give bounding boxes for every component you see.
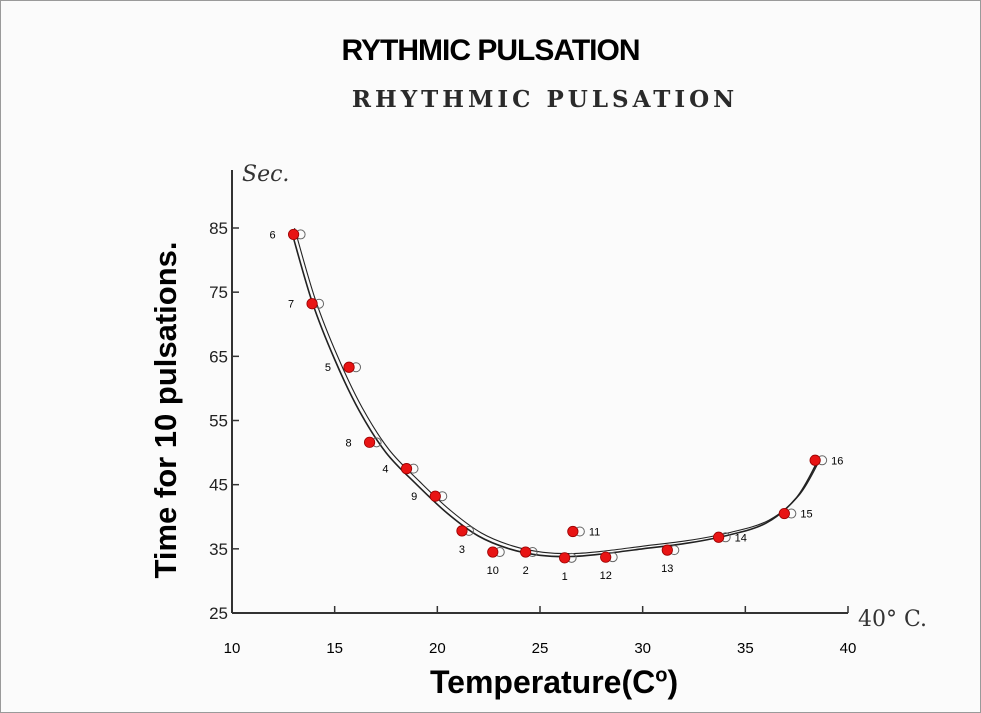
data-point-16 <box>809 454 821 466</box>
data-point-4 <box>400 463 413 475</box>
chart-title: RYTHMIC PULSATION <box>341 34 641 67</box>
y-tick-label: 35 <box>209 540 228 559</box>
chart-subtitle: RHYTHMIC PULSATION <box>351 86 739 113</box>
point-label-11: 11 <box>589 527 600 539</box>
y-axis-label: Time for 10 pulsations. <box>148 241 183 579</box>
point-label-1: 1 <box>562 571 568 583</box>
data-points <box>287 228 828 564</box>
axes <box>231 170 849 614</box>
point-label-3: 3 <box>459 544 465 556</box>
data-point-13 <box>661 544 673 556</box>
point-label-6: 6 <box>269 229 275 241</box>
fitted-curve-2 <box>293 228 821 555</box>
data-point-6 <box>287 228 300 241</box>
y-tick-label: 45 <box>209 476 228 495</box>
y-tick-label: 65 <box>209 347 228 366</box>
x-unit-label: 40° C. <box>858 607 928 632</box>
x-axis-label-close: ) <box>667 664 679 700</box>
data-point-11 <box>567 525 579 538</box>
y-tick-label: 85 <box>209 219 228 238</box>
y-tick-label: 75 <box>209 283 228 302</box>
x-tick-label: 10 <box>224 640 241 657</box>
y-unit-label: Sec. <box>242 162 290 187</box>
x-tick-label: 40 <box>840 640 857 657</box>
point-label-10: 10 <box>487 565 499 577</box>
x-tick-label: 20 <box>429 640 446 657</box>
data-point-2 <box>520 546 532 558</box>
x-tick-label: 15 <box>326 640 343 657</box>
point-label-16: 16 <box>831 455 843 467</box>
data-point-1 <box>559 552 571 564</box>
point-label-7: 7 <box>288 299 294 311</box>
data-point-12 <box>600 551 612 563</box>
data-point-5 <box>343 361 355 373</box>
x-tick-label: 30 <box>634 640 651 657</box>
x-axis-label-text: Temperature(C <box>430 664 656 700</box>
point-label-5: 5 <box>325 362 331 374</box>
point-label-8: 8 <box>345 437 351 449</box>
data-point-3 <box>456 525 468 537</box>
point-label-15: 15 <box>800 509 812 521</box>
point-label-2: 2 <box>523 565 529 577</box>
y-tick-label: 55 <box>209 412 228 431</box>
point-label-14: 14 <box>735 532 747 544</box>
fitted-curve-1 <box>290 230 818 558</box>
data-point-8 <box>363 436 376 448</box>
data-point-14 <box>713 531 725 543</box>
y-tick-label: 25 <box>209 604 228 623</box>
point-label-12: 12 <box>600 570 612 582</box>
point-label-9: 9 <box>411 491 417 503</box>
x-axis-label: Temperature(Co) <box>430 664 678 701</box>
fitted-curves <box>290 228 821 558</box>
data-point-9 <box>429 490 441 502</box>
point-label-13: 13 <box>661 563 673 575</box>
x-tick-label: 25 <box>532 640 549 657</box>
x-axis-label-degree: o <box>655 664 668 687</box>
data-point-7 <box>306 298 318 310</box>
data-point-15 <box>778 507 790 520</box>
point-label-4: 4 <box>382 464 388 476</box>
data-point-10 <box>487 546 499 558</box>
x-tick-label: 35 <box>737 640 754 657</box>
